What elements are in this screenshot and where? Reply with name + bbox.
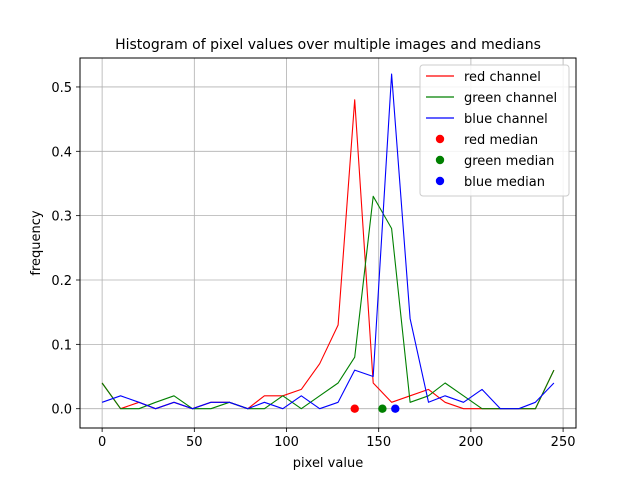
y-tick-label: 0.0 (51, 403, 72, 418)
series-lines (101, 73, 555, 410)
y-tick-label: 0.5 (51, 81, 72, 96)
x-tick-label: 50 (186, 435, 203, 450)
legend-dot-swatch (435, 134, 445, 144)
x-axis-label: pixel value (293, 456, 363, 471)
legend-dot-swatch (435, 155, 445, 165)
y-tick-label: 0.1 (51, 338, 72, 353)
median-point-1 (378, 404, 387, 413)
x-tick-label: 100 (274, 435, 299, 450)
legend-label: blue median (464, 175, 545, 190)
median-point-0 (350, 404, 359, 413)
series-line-2 (101, 73, 555, 410)
legend-label: red channel (464, 70, 541, 85)
plot-frame (79, 57, 577, 429)
legend-label: green median (464, 154, 554, 169)
y-axis-ticks: 0.0 0.1 0.2 0.3 0.4 0.5 (51, 81, 80, 418)
y-tick-label: 0.4 (51, 145, 72, 160)
legend-label: red median (464, 133, 538, 148)
y-tick-label: 0.2 (51, 274, 72, 289)
y-axis-label: frequency (29, 210, 44, 276)
median-point-2 (391, 404, 400, 413)
x-axis-ticks: 0 50 100 150 200 250 (98, 428, 576, 450)
median-points (350, 404, 400, 413)
x-tick-label: 200 (458, 435, 483, 450)
chart-title: Histogram of pixel values over multiple … (115, 37, 541, 53)
legend-box (419, 64, 570, 197)
legend: red channel green channel blue channel red … (419, 64, 570, 197)
x-tick-label: 0 (98, 435, 106, 450)
y-tick-label: 0.3 (51, 210, 72, 225)
x-tick-label: 250 (551, 435, 576, 450)
legend-label: green channel (464, 91, 557, 106)
legend-label: blue channel (464, 112, 548, 127)
x-tick-label: 150 (366, 435, 391, 450)
legend-dot-swatch (435, 176, 445, 186)
series-line-1 (101, 195, 555, 410)
